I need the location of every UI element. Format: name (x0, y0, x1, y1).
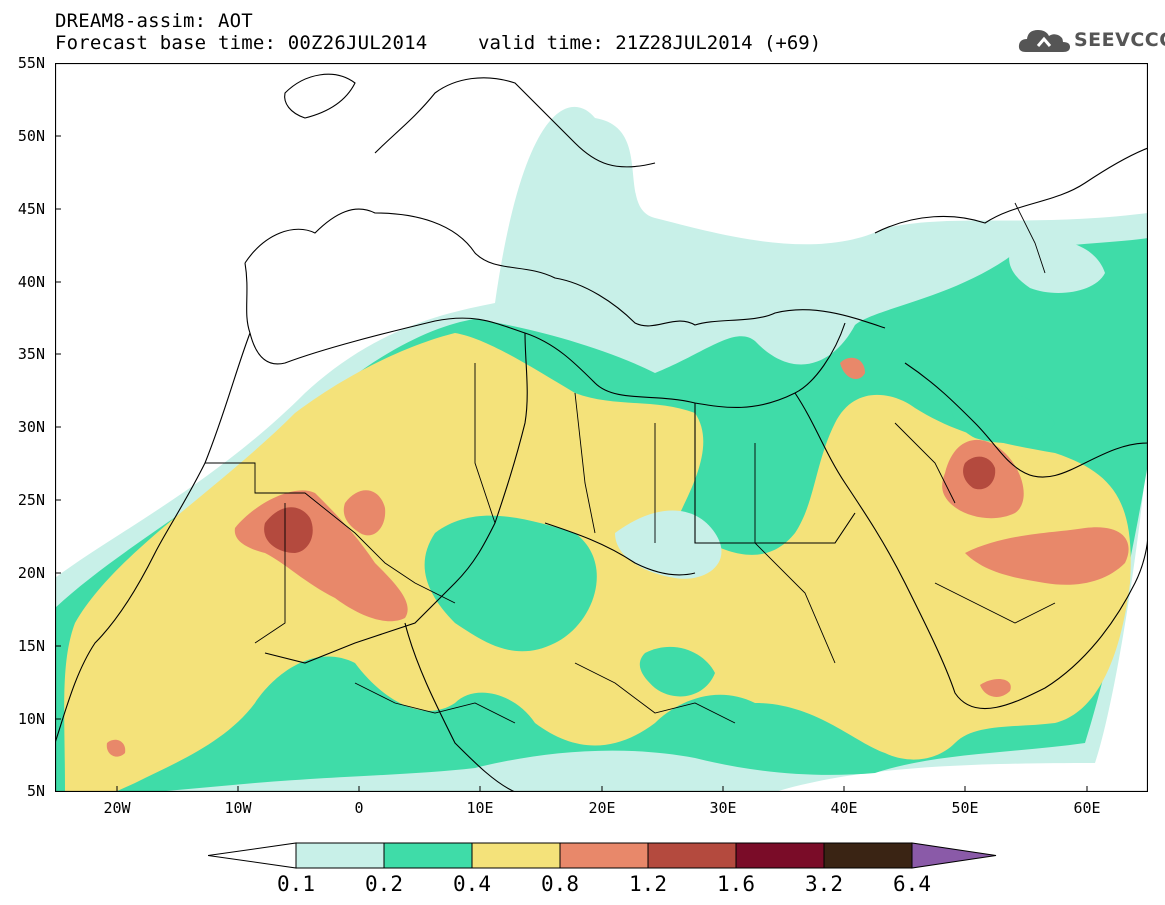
lat-label-20n: 20N (17, 564, 45, 582)
aot-band-0.8-algeria (343, 490, 386, 536)
colorbar-label-5: 1.6 (717, 872, 755, 896)
lat-label-30n: 30N (17, 418, 45, 436)
lat-label-25n: 25N (17, 491, 45, 509)
aot-patch-green-sudan (639, 646, 715, 697)
colorbar-label-6: 3.2 (805, 872, 843, 896)
colorbar-label-4: 1.2 (629, 872, 667, 896)
country-borders (205, 202, 1056, 724)
lat-label-15n: 15N (17, 637, 45, 655)
lon-label-30e: 30E (709, 799, 737, 817)
lat-label-5n: 5N (26, 782, 45, 800)
lat-label-40n: 40N (17, 273, 45, 291)
forecast-base-time: Forecast base time: 00Z26JUL2014 (55, 32, 428, 54)
colorbar-label-2: 0.4 (453, 872, 491, 896)
valid-time: valid time: 21Z28JUL2014 (+69) (478, 32, 822, 54)
aot-patch-green-center (424, 515, 597, 652)
lat-label-45n: 45N (17, 200, 45, 218)
lat-label-55n: 55N (17, 54, 45, 72)
lon-label-40e: 40E (830, 799, 858, 817)
logo-text: SEEVCCC (1074, 29, 1165, 51)
colorbar-swatch-1 (383, 842, 473, 869)
colorbar-low-arrow (208, 842, 297, 869)
lon-label-20w: 20W (103, 799, 131, 817)
aot-patch-light-caspian (1009, 239, 1105, 293)
map-title: DREAM8-assim: AOT (55, 10, 253, 32)
lon-label-50e: 50E (951, 799, 979, 817)
colorbar-swatch-4 (647, 842, 737, 869)
aot-band-0.8-somalia (980, 679, 1011, 697)
aot-band-0.8-iraq (840, 357, 865, 379)
colorbar-label-1: 0.2 (365, 872, 403, 896)
aot-forecast-map (55, 63, 1148, 792)
aot-band-0.8-westafrica (106, 739, 126, 757)
colorbar-label-0: 0.1 (277, 872, 315, 896)
colorbar (208, 842, 997, 869)
colorbar-swatch-2 (471, 842, 561, 869)
map-border (55, 63, 1148, 792)
aot-band-0.8-oman (965, 527, 1129, 585)
lon-label-20e: 20E (588, 799, 616, 817)
aot-band-0.4 (64, 333, 1131, 792)
colorbar-swatch-5 (735, 842, 825, 869)
aot-patch-green-arabia (951, 389, 1055, 443)
cloud-icon (1018, 30, 1070, 52)
colorbar-swatch-6 (823, 842, 913, 869)
lat-label-10n: 10N (17, 710, 45, 728)
colorbar-label-7: 6.4 (893, 872, 931, 896)
colorbar-high-arrow (911, 842, 997, 869)
lat-label-35n: 35N (17, 345, 45, 363)
lon-label-0: 0 (354, 799, 364, 817)
lon-label-10w: 10W (224, 799, 252, 817)
colorbar-label-3: 0.8 (541, 872, 579, 896)
lat-label-50n: 50N (17, 127, 45, 145)
coastlines (55, 73, 1148, 792)
aot-band-1.2-sahara (264, 507, 313, 553)
colorbar-swatch-3 (559, 842, 649, 869)
lon-label-60e: 60E (1073, 799, 1101, 817)
colorbar-swatch-0 (295, 842, 385, 869)
seevccc-logo: SEEVCCC (1016, 24, 1165, 56)
aot-band-1.2-gulf (963, 456, 996, 490)
lon-label-10e: 10E (466, 799, 494, 817)
